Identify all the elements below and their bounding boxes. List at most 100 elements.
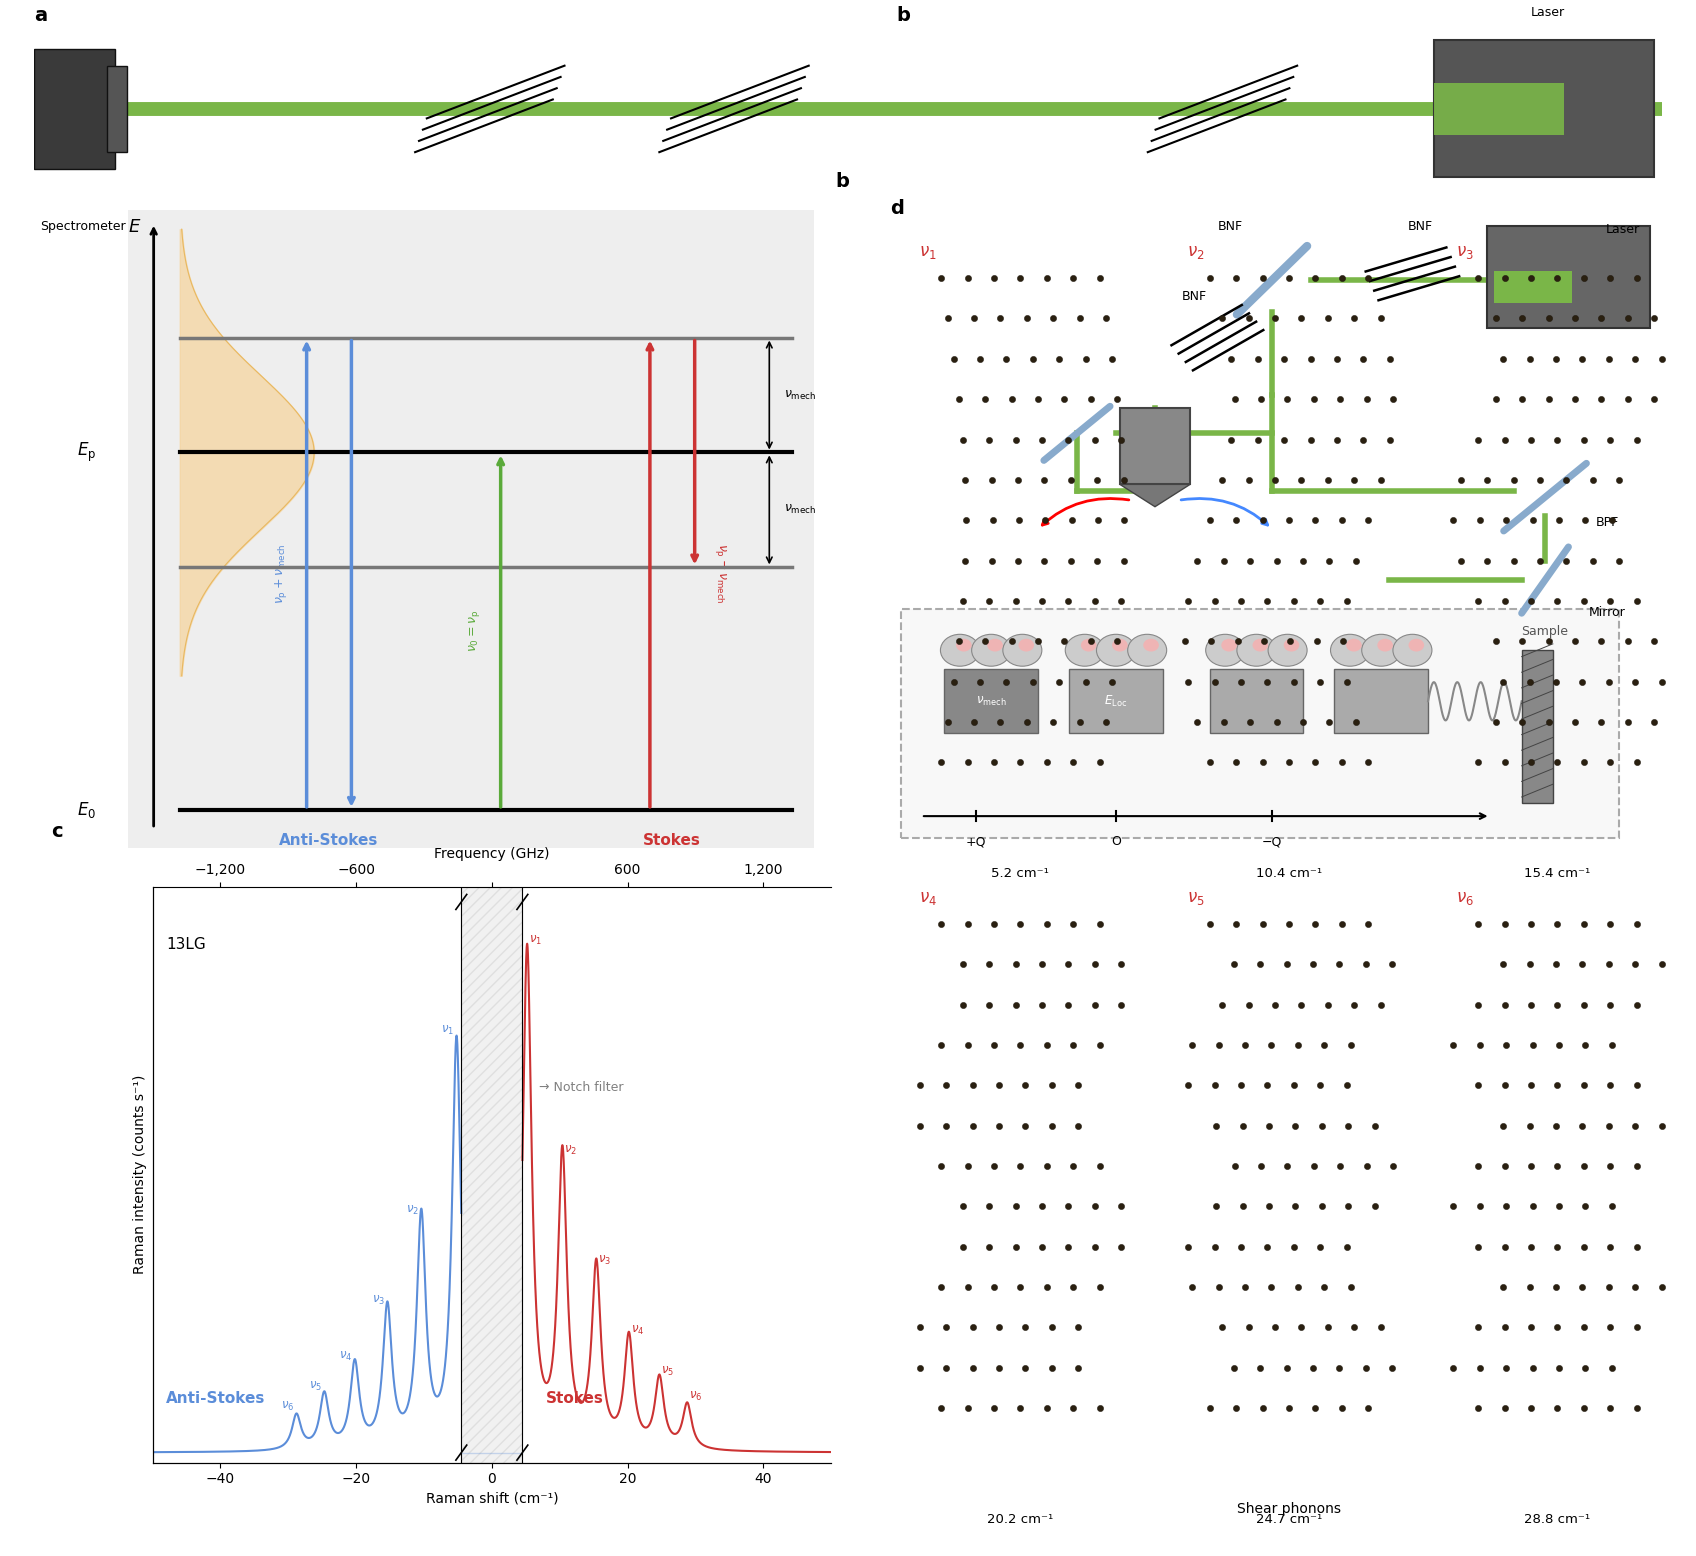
Text: Stokes: Stokes <box>546 1391 604 1405</box>
Text: 24.7 cm⁻¹: 24.7 cm⁻¹ <box>1255 1512 1323 1526</box>
FancyBboxPatch shape <box>1209 669 1303 733</box>
Circle shape <box>1002 635 1041 666</box>
Text: BNF: BNF <box>1218 221 1243 233</box>
Text: 13LG: 13LG <box>166 937 205 952</box>
Text: 10.4 cm⁻¹: 10.4 cm⁻¹ <box>1257 868 1321 881</box>
FancyBboxPatch shape <box>1494 271 1572 302</box>
Text: a: a <box>34 6 47 25</box>
Circle shape <box>1065 635 1104 666</box>
Circle shape <box>1080 640 1097 652</box>
FancyBboxPatch shape <box>1435 82 1564 135</box>
X-axis label: Raman shift (cm⁻¹): Raman shift (cm⁻¹) <box>426 1492 558 1506</box>
Text: BNF: BNF <box>485 221 510 233</box>
Circle shape <box>987 640 1002 652</box>
Text: Shear phonons: Shear phonons <box>1236 1502 1342 1516</box>
Text: BNF: BNF <box>1408 219 1433 233</box>
FancyBboxPatch shape <box>1335 669 1428 733</box>
FancyBboxPatch shape <box>1521 650 1554 803</box>
FancyBboxPatch shape <box>902 608 1620 839</box>
Text: $\nu_4$: $\nu_4$ <box>339 1349 353 1363</box>
Y-axis label: Raman intensity (counts s⁻¹): Raman intensity (counts s⁻¹) <box>132 1075 148 1274</box>
Text: Laser: Laser <box>1606 223 1640 237</box>
Text: Laser: Laser <box>1531 6 1565 19</box>
Text: $E_{\rm 0}$: $E_{\rm 0}$ <box>76 800 97 820</box>
Circle shape <box>1392 635 1431 666</box>
Text: Anti-Stokes: Anti-Stokes <box>166 1391 266 1405</box>
Text: $\nu_5$: $\nu_5$ <box>661 1365 675 1377</box>
Circle shape <box>972 635 1011 666</box>
Text: $\nu_4$: $\nu_4$ <box>631 1324 644 1338</box>
Text: $\nu_3$: $\nu_3$ <box>371 1295 385 1307</box>
Circle shape <box>1113 640 1128 652</box>
Circle shape <box>1377 640 1392 652</box>
Polygon shape <box>1119 484 1191 507</box>
FancyBboxPatch shape <box>1435 40 1654 177</box>
Circle shape <box>1128 635 1167 666</box>
Circle shape <box>1143 640 1158 652</box>
Text: Spectrometer: Spectrometer <box>41 221 126 233</box>
Text: $E_{\rm Loc}$: $E_{\rm Loc}$ <box>1104 694 1128 710</box>
Text: Mirror: Mirror <box>1589 605 1626 619</box>
Circle shape <box>957 640 972 652</box>
FancyBboxPatch shape <box>1068 669 1163 733</box>
Text: Stokes: Stokes <box>643 832 700 848</box>
Text: b: b <box>897 6 911 25</box>
Text: $E_{\rm p}$: $E_{\rm p}$ <box>76 440 97 464</box>
Text: BNF: BNF <box>1182 289 1206 303</box>
Text: $\nu_2$: $\nu_2$ <box>407 1204 419 1217</box>
Text: $\nu_2$: $\nu_2$ <box>565 1144 577 1158</box>
Text: b: b <box>834 171 850 191</box>
Text: $\nu_4$: $\nu_4$ <box>919 888 936 907</box>
Text: Sample: Sample <box>1521 624 1569 638</box>
Text: $\nu_5$: $\nu_5$ <box>1187 888 1204 907</box>
Text: $\nu_1$: $\nu_1$ <box>919 243 936 261</box>
Circle shape <box>1408 640 1425 652</box>
Text: +Q: +Q <box>965 836 985 848</box>
Circle shape <box>1269 635 1308 666</box>
Text: $\nu_6$: $\nu_6$ <box>689 1390 702 1402</box>
Circle shape <box>940 635 980 666</box>
Circle shape <box>1347 640 1362 652</box>
Text: $\nu_6$: $\nu_6$ <box>282 1399 295 1413</box>
Text: d: d <box>890 199 904 218</box>
Circle shape <box>1252 640 1269 652</box>
Text: 20.2 cm⁻¹: 20.2 cm⁻¹ <box>987 1512 1053 1526</box>
Circle shape <box>1097 635 1136 666</box>
FancyBboxPatch shape <box>107 65 127 152</box>
Text: 15.4 cm⁻¹: 15.4 cm⁻¹ <box>1525 868 1591 881</box>
Circle shape <box>1206 635 1245 666</box>
Circle shape <box>1362 635 1401 666</box>
Circle shape <box>1018 640 1035 652</box>
Text: BPF: BPF <box>1596 517 1620 529</box>
Text: 5.2 cm⁻¹: 5.2 cm⁻¹ <box>992 868 1050 881</box>
Text: $\nu_6$: $\nu_6$ <box>1455 888 1474 907</box>
FancyBboxPatch shape <box>1486 226 1650 328</box>
Circle shape <box>1221 640 1236 652</box>
FancyBboxPatch shape <box>1119 408 1191 484</box>
Text: −Q: −Q <box>1262 836 1282 848</box>
Text: → Notch filter: → Notch filter <box>539 1081 624 1094</box>
Circle shape <box>1331 635 1370 666</box>
Text: $\nu_3$: $\nu_3$ <box>1455 243 1474 261</box>
Text: $E$: $E$ <box>129 218 142 235</box>
Text: $\nu_0=\nu_{\rm p}$: $\nu_0=\nu_{\rm p}$ <box>466 610 482 652</box>
Text: $\nu_{\rm p}+\nu_{\rm mech}$: $\nu_{\rm p}+\nu_{\rm mech}$ <box>273 543 288 604</box>
X-axis label: Frequency (GHz): Frequency (GHz) <box>434 846 550 860</box>
Text: $\nu_3$: $\nu_3$ <box>599 1254 612 1268</box>
Text: $\nu_2$: $\nu_2$ <box>1187 243 1204 261</box>
Text: 28.8 cm⁻¹: 28.8 cm⁻¹ <box>1525 1512 1591 1526</box>
Text: $\nu_1$: $\nu_1$ <box>529 934 543 948</box>
FancyBboxPatch shape <box>945 669 1038 733</box>
Text: BNF: BNF <box>729 221 755 233</box>
FancyBboxPatch shape <box>34 48 115 170</box>
Text: $\nu_{\rm mech}$: $\nu_{\rm mech}$ <box>784 503 817 517</box>
Text: c: c <box>51 822 63 840</box>
Text: Anti-Stokes: Anti-Stokes <box>280 832 378 848</box>
Circle shape <box>1284 640 1299 652</box>
Text: $\nu_5$: $\nu_5$ <box>309 1380 322 1393</box>
Text: $\nu_{\rm mech}$: $\nu_{\rm mech}$ <box>975 694 1006 708</box>
Text: $\nu_{\rm mech}$: $\nu_{\rm mech}$ <box>784 389 817 401</box>
Text: $\nu_1$: $\nu_1$ <box>441 1024 455 1038</box>
Circle shape <box>1236 635 1275 666</box>
Text: O: O <box>1111 836 1121 848</box>
